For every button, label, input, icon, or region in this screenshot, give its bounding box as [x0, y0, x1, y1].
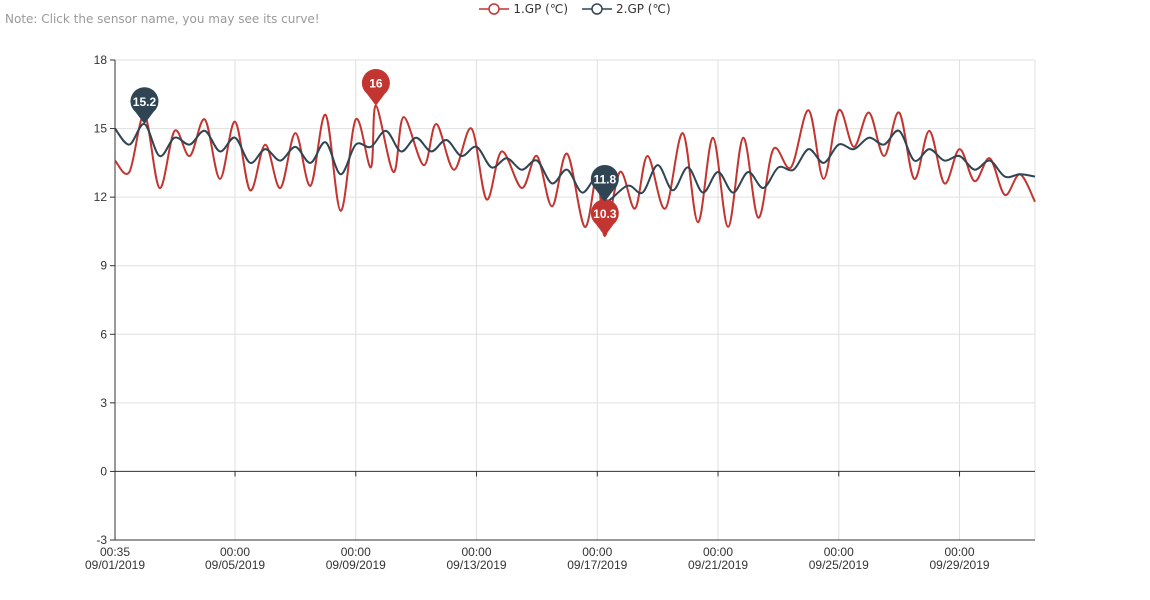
marker-pin-shape [361, 68, 390, 106]
x-tick-date: 09/29/2019 [929, 558, 989, 572]
legend-label-series-2: 2.GP (℃) [616, 2, 671, 16]
y-tick-label: 9 [100, 259, 107, 273]
marker-pin-min-1: 10.3 [590, 199, 619, 236]
value-markers: 16 10.3 15.2 11.8 [130, 68, 619, 236]
x-tick-date: 09/01/2019 [85, 558, 145, 572]
y-tick-label: 18 [94, 53, 108, 67]
marker-label: 16 [369, 77, 383, 91]
x-tick-time: 00:00 [582, 545, 612, 559]
series-lines [114, 104, 1036, 238]
y-tick-label: 15 [94, 122, 108, 136]
x-tick-time: 00:00 [945, 545, 975, 559]
x-tick-time: 00:00 [220, 545, 250, 559]
x-tick-time: 00:00 [824, 545, 854, 559]
x-tick-date: 09/13/2019 [446, 558, 506, 572]
marker-label: 11.8 [593, 173, 616, 187]
legend-swatch-series-2-icon [582, 3, 612, 15]
legend-item-series-1[interactable]: 1.GP (℃) [479, 2, 568, 16]
legend-swatch-series-1-icon [479, 3, 510, 15]
x-tick-time: 00:00 [341, 545, 371, 559]
marker-pin-max-1: 16 [361, 68, 390, 106]
y-tick-label: 0 [100, 464, 107, 478]
x-tick-time: 00:00 [703, 545, 733, 559]
marker-pin-max-2: 15.2 [130, 87, 159, 124]
y-tick-label: -3 [96, 533, 107, 547]
chart-note: Note: Click the sensor name, you may see… [5, 12, 320, 26]
y-tick-label: 6 [100, 327, 107, 341]
grid-lines [115, 59, 1036, 541]
chart-legend: 1.GP (℃) 2.GP (℃) [0, 2, 1150, 16]
x-tick-date: 09/25/2019 [809, 558, 869, 572]
axes: -3036912151800:3509/01/201900:0009/05/20… [85, 53, 1035, 572]
x-tick-date: 09/21/2019 [688, 558, 748, 572]
marker-pin-shape [590, 164, 619, 202]
series-line-2 [114, 123, 1036, 203]
x-tick-date: 09/09/2019 [326, 558, 386, 572]
marker-pin-shape [130, 87, 159, 124]
x-tick-time: 00:00 [462, 545, 492, 559]
legend-label-series-1: 1.GP (℃) [513, 2, 568, 16]
y-tick-label: 3 [100, 396, 107, 410]
x-tick-date: 09/05/2019 [205, 558, 265, 572]
marker-pin-min-2: 11.8 [590, 164, 619, 202]
series-line-1 [114, 104, 1036, 238]
legend-item-series-2[interactable]: 2.GP (℃) [582, 2, 671, 16]
x-tick-date: 09/17/2019 [567, 558, 627, 572]
x-tick-time: 00:35 [100, 545, 130, 559]
y-tick-label: 12 [94, 190, 108, 204]
marker-label: 10.3 [593, 207, 617, 221]
marker-pin-shape [590, 199, 619, 236]
marker-label: 15.2 [133, 95, 157, 109]
